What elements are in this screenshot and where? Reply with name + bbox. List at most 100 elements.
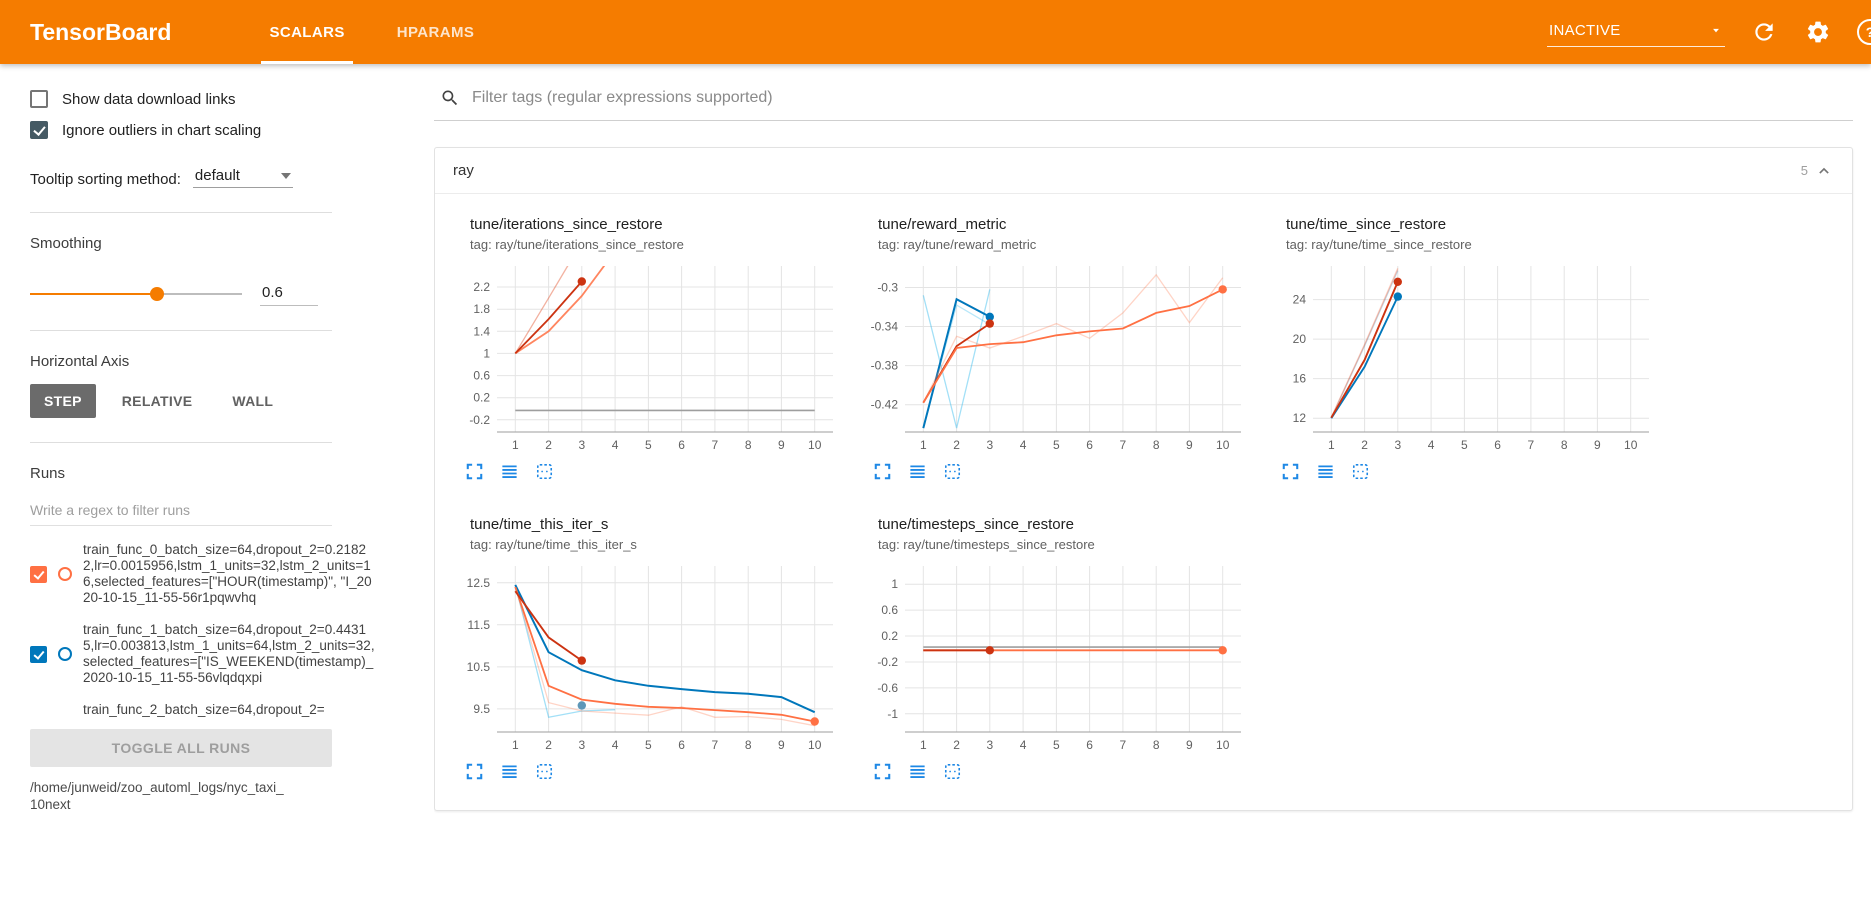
svg-text:1: 1 xyxy=(1328,438,1335,452)
tab-scalars[interactable]: SCALARS xyxy=(243,0,370,64)
tag-group-card: ray 5 tune/iterations_since_restore tag:… xyxy=(434,147,1853,811)
chart-toolbar xyxy=(871,760,1249,782)
chart-title: tune/time_this_iter_s xyxy=(470,516,609,533)
chevron-up-icon[interactable] xyxy=(1814,161,1834,181)
svg-text:-0.2: -0.2 xyxy=(469,413,490,427)
run-checkbox[interactable] xyxy=(30,645,47,663)
svg-text:7: 7 xyxy=(712,738,719,752)
pin-chart-icon[interactable] xyxy=(533,760,555,782)
svg-text:6: 6 xyxy=(678,438,685,452)
expand-chart-icon[interactable] xyxy=(463,760,485,782)
settings-button[interactable] xyxy=(1803,17,1833,47)
svg-text:7: 7 xyxy=(1120,438,1127,452)
chart-card-iterations-since-restore: tune/iterations_since_restore tag: ray/t… xyxy=(449,216,841,482)
smoothing-value[interactable]: 0.6 xyxy=(260,282,318,306)
smoothing-slider[interactable] xyxy=(30,287,242,301)
tooltip-sorting-dropdown[interactable]: default xyxy=(192,165,293,188)
svg-text:0.6: 0.6 xyxy=(473,369,490,383)
svg-text:16: 16 xyxy=(1293,372,1307,386)
status-label: INACTIVE xyxy=(1549,21,1621,39)
run-selector-icon[interactable] xyxy=(906,460,928,482)
ignore-outliers-checkbox[interactable] xyxy=(30,121,48,139)
axis-relative-button[interactable]: RELATIVE xyxy=(121,393,193,409)
run-color-radio[interactable] xyxy=(58,567,72,581)
run-row: train_func_0_batch_size=64,dropout_2=0.2… xyxy=(30,542,406,606)
svg-text:6: 6 xyxy=(1494,438,1501,452)
run-checkbox[interactable] xyxy=(30,565,47,583)
svg-text:7: 7 xyxy=(712,438,719,452)
expand-chart-icon[interactable] xyxy=(871,460,893,482)
svg-text:1: 1 xyxy=(920,738,927,752)
pin-chart-icon[interactable] xyxy=(941,460,963,482)
slider-fill xyxy=(30,293,158,295)
toggle-all-runs-button[interactable]: TOGGLE ALL RUNS xyxy=(30,729,332,767)
chart-card-time-since-restore: tune/time_since_restore tag: ray/tune/ti… xyxy=(1265,216,1657,482)
svg-text:1: 1 xyxy=(512,438,519,452)
chart-card-reward-metric: tune/reward_metric tag: ray/tune/reward_… xyxy=(857,216,1249,482)
svg-text:3: 3 xyxy=(578,438,585,452)
pin-chart-icon[interactable] xyxy=(941,760,963,782)
run-selector-icon[interactable] xyxy=(1314,460,1336,482)
chart-toolbar xyxy=(463,760,841,782)
chart-card-time-this-iter: tune/time_this_iter_s tag: ray/tune/time… xyxy=(449,516,841,782)
divider xyxy=(30,442,332,443)
svg-text:10.5: 10.5 xyxy=(467,660,491,674)
chart-tag: tag: ray/tune/time_this_iter_s xyxy=(470,537,637,552)
svg-text:5: 5 xyxy=(645,438,652,452)
axis-wall-button[interactable]: WALL xyxy=(232,393,274,409)
dropdown-caret-icon xyxy=(280,172,291,179)
chart-tag: tag: ray/tune/time_since_restore xyxy=(1286,237,1472,252)
chart-title: tune/timesteps_since_restore xyxy=(878,516,1074,533)
tab-hparams[interactable]: HPARAMS xyxy=(396,23,475,41)
svg-text:12: 12 xyxy=(1293,411,1307,425)
chart-toolbar xyxy=(463,460,841,482)
topbar-actions: INACTIVE ? xyxy=(1547,17,1871,47)
svg-text:12.5: 12.5 xyxy=(467,576,491,590)
svg-text:7: 7 xyxy=(1528,438,1535,452)
expand-chart-icon[interactable] xyxy=(463,460,485,482)
expand-chart-icon[interactable] xyxy=(871,760,893,782)
top-app-bar: TensorBoard SCALARS HPARAMS INACTIVE ? xyxy=(0,0,1871,64)
svg-text:8: 8 xyxy=(1153,738,1160,752)
chevron-down-icon xyxy=(1713,28,1719,33)
chart-tag: tag: ray/tune/timesteps_since_restore xyxy=(878,537,1095,552)
svg-text:1: 1 xyxy=(920,438,927,452)
svg-text:7: 7 xyxy=(1120,738,1127,752)
svg-text:2: 2 xyxy=(953,438,960,452)
axis-step-button[interactable]: STEP xyxy=(30,384,96,418)
run-selector-icon[interactable] xyxy=(498,460,520,482)
svg-text:24: 24 xyxy=(1293,293,1307,307)
smoothing-label: Smoothing xyxy=(30,235,102,252)
svg-text:9: 9 xyxy=(1594,438,1601,452)
svg-text:0.2: 0.2 xyxy=(473,391,490,405)
help-icon[interactable]: ? xyxy=(1857,19,1871,45)
run-selector-icon[interactable] xyxy=(498,760,520,782)
refresh-button[interactable] xyxy=(1749,17,1779,47)
expand-chart-icon[interactable] xyxy=(1279,460,1301,482)
chart-tag: tag: ray/tune/iterations_since_restore xyxy=(470,237,684,252)
svg-text:2.2: 2.2 xyxy=(473,280,490,294)
slider-thumb[interactable] xyxy=(150,287,165,301)
settings-sidebar: Show data download links Ignore outliers… xyxy=(0,64,434,906)
runs-label: Runs xyxy=(30,465,66,482)
svg-text:10: 10 xyxy=(1216,738,1230,752)
svg-text:4: 4 xyxy=(612,438,619,452)
svg-text:10: 10 xyxy=(1624,438,1638,452)
run-row: train_func_2_batch_size=64,dropout_2= xyxy=(83,702,406,717)
run-selector-icon[interactable] xyxy=(906,760,928,782)
reload-status-dropdown[interactable]: INACTIVE xyxy=(1547,18,1725,47)
svg-text:3: 3 xyxy=(1394,438,1401,452)
tag-filter-input[interactable] xyxy=(472,89,1845,107)
show-download-links-row[interactable]: Show data download links xyxy=(30,90,406,108)
svg-text:20: 20 xyxy=(1293,332,1307,346)
show-download-links-checkbox[interactable] xyxy=(30,90,48,108)
runs-filter-input[interactable] xyxy=(30,498,332,526)
ignore-outliers-row[interactable]: Ignore outliers in chart scaling xyxy=(30,121,406,139)
tag-group-header[interactable]: ray 5 xyxy=(435,148,1852,194)
pin-chart-icon[interactable] xyxy=(533,460,555,482)
run-color-radio[interactable] xyxy=(58,647,72,661)
pin-chart-icon[interactable] xyxy=(1349,460,1371,482)
svg-text:10: 10 xyxy=(1216,438,1230,452)
svg-text:4: 4 xyxy=(1428,438,1435,452)
svg-text:4: 4 xyxy=(1020,438,1027,452)
